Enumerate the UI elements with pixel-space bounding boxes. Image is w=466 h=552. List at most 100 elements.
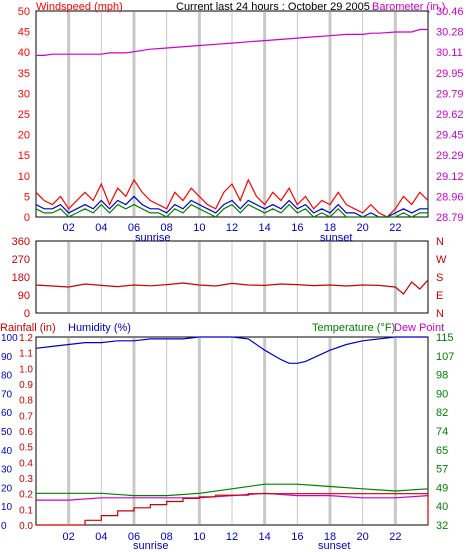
x-tick-label-top: 06 <box>128 222 140 234</box>
wind-y-tick-label: 25 <box>18 109 30 121</box>
temperature-y-tick-label: 49 <box>436 482 448 494</box>
x-tick-label-bottom: 02 <box>63 531 75 543</box>
compass-tick-label: W <box>436 254 447 266</box>
barometer-y-tick-label: 29.45 <box>436 130 464 142</box>
x-tick-label-top: 18 <box>324 222 336 234</box>
direction-y-tick-label: 180 <box>12 272 30 284</box>
x-tick-label-top: 08 <box>161 222 173 234</box>
rainfall-y-tick-label: 0.1 <box>19 505 33 516</box>
direction-y-tick-label: 90 <box>18 290 30 302</box>
sunrise-label-top: sunrise <box>135 232 170 244</box>
x-tick-label-top: 16 <box>291 222 303 234</box>
rainfall-y-tick-label: 0.6 <box>19 427 33 438</box>
humidity-axis-title: Humidity (%) <box>68 322 131 334</box>
humidity-y-tick-label: 80 <box>1 371 13 382</box>
rainfall-y-tick-label: 0.9 <box>19 380 33 391</box>
x-tick-label-bottom: 16 <box>291 531 303 543</box>
wind-y-tick-label: 50 <box>18 6 30 18</box>
direction-y-tick-label: 360 <box>12 236 30 248</box>
x-tick-label-bottom: 12 <box>226 531 238 543</box>
temperature-y-tick-label: 65 <box>436 445 448 457</box>
rainfall-axis-title: Rainfall (in) <box>0 322 56 334</box>
direction-y-tick-label: 0 <box>24 308 30 320</box>
direction-y-tick-label: 270 <box>12 254 30 266</box>
rainfall-y-tick-label: 0.2 <box>19 490 33 501</box>
wind-y-tick-label: 40 <box>18 47 30 59</box>
temperature-y-tick-label: 115 <box>436 332 454 344</box>
compass-tick-label: N <box>436 236 444 248</box>
x-tick-label-top: 22 <box>389 222 401 234</box>
temperature-y-tick-label: 107 <box>436 351 454 363</box>
wind-gust-series-line <box>35 178 429 218</box>
wind-y-tick-label: 10 <box>18 171 30 183</box>
rainfall-y-tick-label: 0.4 <box>19 458 33 469</box>
barometer-y-tick-label: 29.62 <box>436 109 464 121</box>
humidity-y-tick-label: 20 <box>1 483 13 494</box>
x-tick-label-bottom: 08 <box>161 531 173 543</box>
rainfall-y-tick-label: 0.5 <box>19 443 33 454</box>
rainfall-y-tick-label: 1.0 <box>19 364 33 375</box>
sunset-label-bottom: sunset <box>318 540 350 552</box>
x-tick-label-bottom: 14 <box>259 531 271 543</box>
rainfall-in-series-line <box>36 493 429 526</box>
humidity-y-tick-label: 100 <box>1 333 18 344</box>
wind-y-tick-label: 5 <box>24 191 30 203</box>
rainfall-y-tick-label: 0.7 <box>19 411 33 422</box>
x-tick-label-bottom: 22 <box>389 531 401 543</box>
wind-y-tick-label: 30 <box>18 88 30 100</box>
barometer-y-tick-label: 29.29 <box>436 150 464 162</box>
barometer-y-tick-label: 30.11 <box>436 47 463 59</box>
humidity-y-tick-label: 70 <box>1 389 13 400</box>
temperature-y-tick-label: 74 <box>436 426 448 438</box>
x-tick-label-top: 12 <box>226 222 238 234</box>
x-tick-label-top: 14 <box>259 222 271 234</box>
x-tick-label-bottom: 18 <box>324 531 336 543</box>
temperature-y-tick-label: 98 <box>436 370 448 382</box>
rainfall-y-tick-label: 1.2 <box>19 333 33 344</box>
barometer-y-tick-label: 30.28 <box>436 27 464 39</box>
panel-direction-frame <box>35 240 429 314</box>
barometer-y-tick-label: 29.79 <box>436 88 464 100</box>
humidity-y-tick-label: 0 <box>1 521 7 532</box>
wind-direction-series-line <box>35 279 429 295</box>
barometer-y-tick-label: 29.95 <box>436 68 464 80</box>
wind-average-series-line <box>35 203 428 218</box>
humidity-y-tick-label: 90 <box>1 352 13 363</box>
x-tick-label-bottom: 10 <box>193 531 205 543</box>
sunrise-label-bottom: sunrise <box>133 540 168 552</box>
barometer-in-series-line <box>36 28 428 57</box>
temperature-y-tick-label: 90 <box>436 388 448 400</box>
rainfall-y-tick-label: 1.1 <box>19 349 33 360</box>
x-tick-label-bottom: 20 <box>357 531 369 543</box>
temperature-y-tick-label: 82 <box>436 407 448 419</box>
barometer-y-tick-label: 29.12 <box>436 171 464 183</box>
temperature-y-tick-label: 32 <box>436 520 448 532</box>
wind-y-tick-label: 0 <box>24 212 30 224</box>
compass-tick-label: N <box>436 308 444 320</box>
humidity-y-tick-label: 10 <box>1 502 13 513</box>
temperature-y-tick-label: 40 <box>436 501 448 513</box>
x-tick-label-bottom: 06 <box>128 531 140 543</box>
dewpoint-axis-title: Dew Point <box>394 322 444 334</box>
compass-tick-label: S <box>436 272 443 284</box>
panel-wind-frame <box>35 10 429 218</box>
x-tick-label-top: 10 <box>193 222 205 234</box>
barometer-axis-title: Barometer (in.) <box>372 1 445 13</box>
barometer-y-tick-label: 28.79 <box>436 212 464 224</box>
temperature-f-series-line <box>36 483 429 497</box>
wind-y-tick-label: 20 <box>18 130 30 142</box>
temperature-y-tick-label: 57 <box>436 464 448 476</box>
compass-tick-label: E <box>436 290 443 302</box>
rainfall-y-tick-label: 0.0 <box>19 521 33 532</box>
wind-y-tick-label: 15 <box>18 150 30 162</box>
wind-y-tick-label: 45 <box>18 27 30 39</box>
humidity-series-line <box>35 336 428 364</box>
chart-title: Current last 24 hours : October 29 2005 <box>176 1 370 13</box>
rainfall-y-tick-label: 0.3 <box>19 474 33 485</box>
sunset-label-top: sunset <box>320 232 352 244</box>
humidity-y-tick-label: 50 <box>1 427 13 438</box>
wind-axis-title: Windspeed (mph) <box>36 1 123 13</box>
barometer-y-tick-label: 28.96 <box>436 191 464 203</box>
barometer-y-tick-label: 30.46 <box>436 6 464 18</box>
